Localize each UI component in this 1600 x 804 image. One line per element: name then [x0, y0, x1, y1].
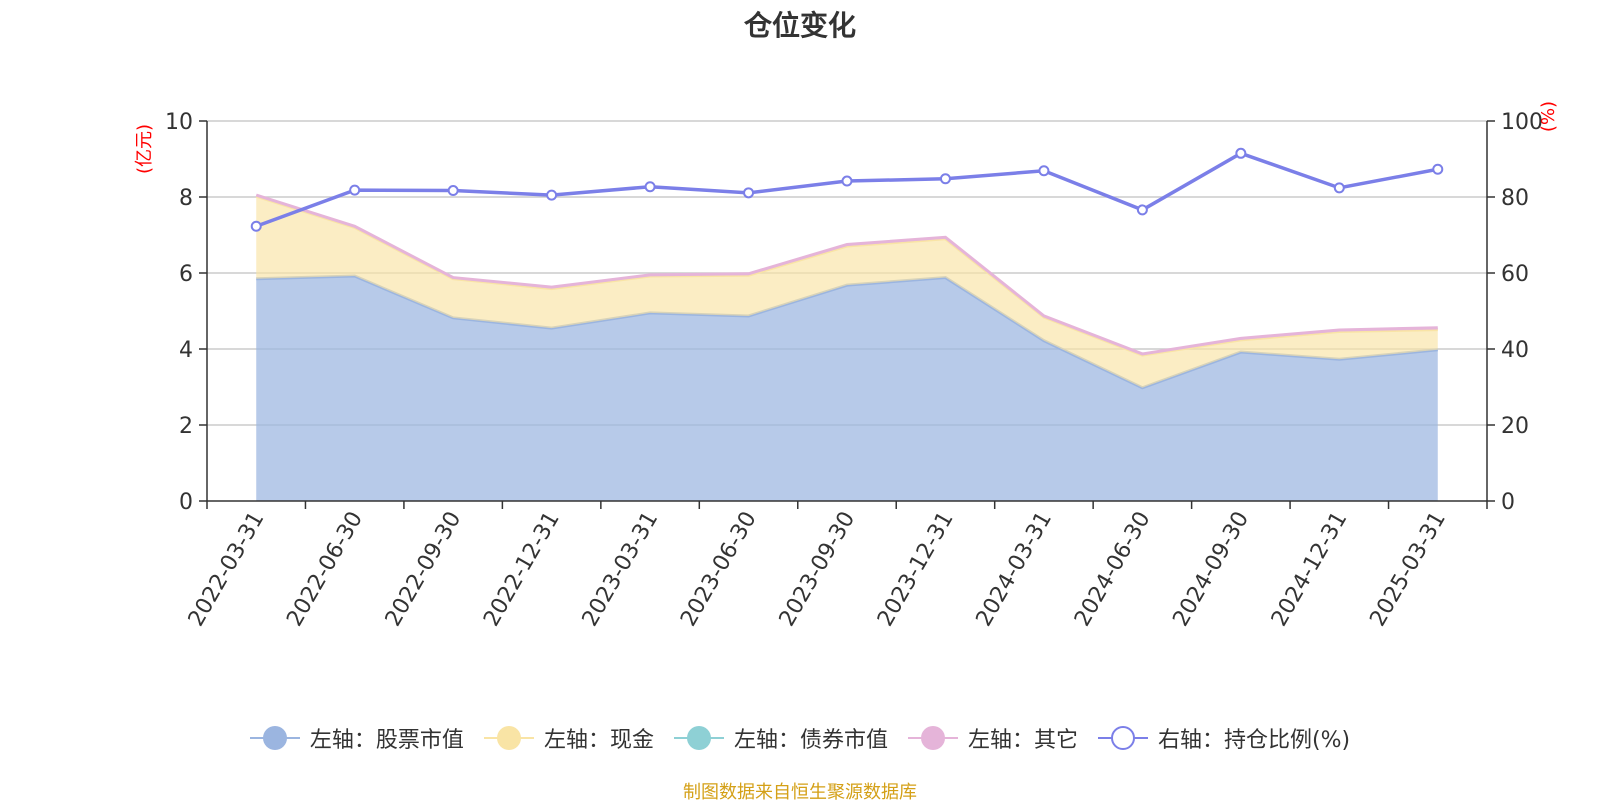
- position-ratio-line: [255, 151, 1439, 228]
- position-ratio-point: [939, 173, 951, 185]
- legend-label-bond: 左轴：债券市值: [733, 728, 888, 753]
- x-axis-tick-label: 2024-03-31: [972, 508, 1058, 631]
- right-axis-tick-label: 100: [1501, 110, 1543, 135]
- position-ratio-point: [250, 220, 262, 232]
- legend-label-position-ratio: 右轴：持仓比例(%): [1157, 728, 1351, 753]
- legend-swatch-cash: [483, 725, 534, 751]
- position-ratio-point: [743, 187, 755, 199]
- x-axis-tick-label: 2022-09-30: [381, 507, 467, 630]
- legend-label-cash: 左轴：现金: [543, 728, 654, 753]
- legend-item-bond[interactable]: 左轴：债券市值: [673, 722, 888, 754]
- x-axis-tick-label: 2024-06-30: [1070, 508, 1156, 631]
- right-axis-tick-label: 0: [1501, 490, 1515, 515]
- legend-item-position-ratio[interactable]: 右轴：持仓比例(%): [1097, 722, 1351, 754]
- position-ratio-point: [1235, 147, 1247, 159]
- position-ratio-point: [644, 181, 656, 193]
- legend-item-other[interactable]: 左轴：其它: [907, 722, 1078, 754]
- x-axis-tick-label: 2025-03-31: [1365, 508, 1451, 631]
- x-axis-tick-label: 2022-03-31: [184, 508, 270, 631]
- legend-swatch-position-ratio: [1097, 725, 1148, 751]
- area-0: [256, 276, 1438, 501]
- left-axis-tick-label: 6: [179, 262, 193, 287]
- right-axis-unit: (%): [1538, 100, 1560, 133]
- x-axis-tick-label: 2022-06-30: [282, 508, 368, 631]
- position-ratio-point: [1333, 182, 1345, 194]
- position-ratio-point: [546, 189, 558, 201]
- legend-label-stock: 左轴：股票市值: [309, 728, 464, 753]
- legend-label-other: 左轴：其它: [967, 728, 1078, 753]
- left-axis-tick-label: 8: [179, 186, 193, 211]
- position-ratio-point: [447, 185, 459, 197]
- left-axis-unit: (亿元): [134, 123, 156, 175]
- x-axis-tick-label: 2023-03-31: [578, 508, 664, 631]
- position-ratio-point: [1038, 165, 1050, 177]
- x-axis-tick-label: 2024-12-31: [1267, 508, 1353, 631]
- position-ratio-point: [841, 175, 853, 187]
- left-axis-tick-label: 2: [179, 414, 193, 439]
- left-axis-tick-label: 10: [165, 110, 193, 135]
- area-line-3: [255, 193, 1438, 356]
- x-axis-tick-label: 2023-12-31: [873, 508, 959, 631]
- legend-swatch-other: [907, 725, 958, 751]
- x-axis-tick-label: 2024-09-30: [1168, 508, 1254, 631]
- position-ratio-point: [1136, 204, 1148, 216]
- legend-swatch-bond: [673, 725, 724, 751]
- data-source-note: 制图数据来自恒生聚源数据库: [683, 782, 917, 803]
- x-axis-tick-label: 2023-09-30: [775, 508, 861, 631]
- left-axis-tick-label: 0: [179, 490, 193, 515]
- position-ratio-point: [349, 184, 361, 196]
- position-ratio-point: [1432, 163, 1444, 175]
- legend-item-stock[interactable]: 左轴：股票市值: [249, 722, 464, 754]
- legend-swatch-stock: [249, 725, 300, 751]
- right-axis-tick-label: 80: [1501, 186, 1529, 211]
- right-axis-tick-label: 60: [1501, 262, 1529, 287]
- left-axis-tick-label: 4: [179, 338, 193, 363]
- chart-title: 仓位变化: [743, 9, 856, 42]
- chart-legend: 左轴：股票市值 左轴：现金 左轴：债券市值 左轴：其它 右轴：持仓比例(%): [0, 722, 1600, 754]
- x-axis-tick-label: 2023-06-30: [676, 508, 762, 631]
- right-axis-tick-label: 40: [1501, 338, 1529, 363]
- right-axis-tick-label: 20: [1501, 414, 1529, 439]
- area-1: [256, 196, 1438, 388]
- legend-item-cash[interactable]: 左轴：现金: [483, 722, 654, 754]
- x-axis-tick-label: 2022-12-31: [479, 508, 565, 631]
